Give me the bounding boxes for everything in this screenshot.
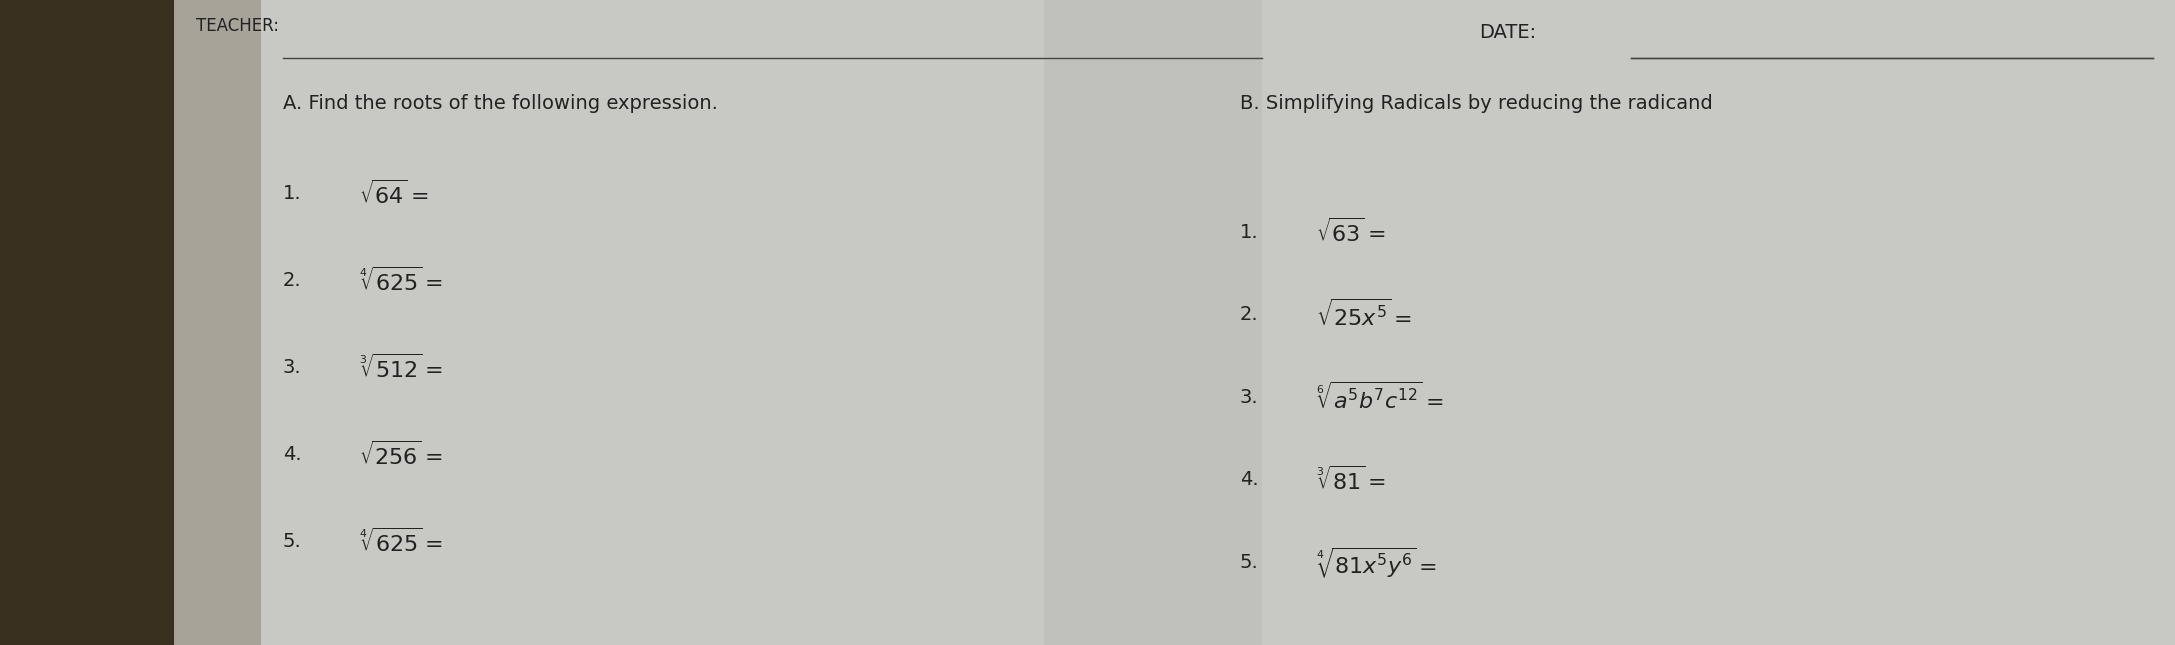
Text: 5.: 5.: [1240, 553, 1259, 572]
Bar: [0, 0, 174, 645]
Text: $\sqrt[3]{81} =$: $\sqrt[3]{81} =$: [1316, 466, 1385, 494]
Text: 1.: 1.: [1240, 223, 1259, 242]
Text: 4.: 4.: [283, 445, 302, 464]
Text: 2.: 2.: [1240, 305, 1259, 324]
Text: TEACHER:: TEACHER:: [196, 17, 278, 35]
Text: $\sqrt[4]{625} =$: $\sqrt[4]{625} =$: [359, 528, 444, 556]
Text: $\sqrt[3]{512} =$: $\sqrt[3]{512} =$: [359, 353, 444, 382]
Text: $\sqrt[6]{a^5b^7c^{12}} =$: $\sqrt[6]{a^5b^7c^{12}} =$: [1316, 381, 1444, 413]
Bar: [1044, 0, 1262, 645]
Bar: [174, 0, 261, 645]
Text: DATE:: DATE:: [1479, 23, 1536, 42]
Text: $\sqrt{256} =$: $\sqrt{256} =$: [359, 441, 442, 469]
Text: $\sqrt[4]{81x^5y^6} =$: $\sqrt[4]{81x^5y^6} =$: [1316, 545, 1438, 580]
Text: $\sqrt{63} =$: $\sqrt{63} =$: [1316, 218, 1385, 246]
Text: 5.: 5.: [283, 532, 302, 551]
Text: 4.: 4.: [1240, 470, 1259, 490]
Text: 1.: 1.: [283, 184, 302, 203]
Text: B. Simplifying Radicals by reducing the radicand: B. Simplifying Radicals by reducing the …: [1240, 94, 1712, 113]
Text: 3.: 3.: [1240, 388, 1259, 407]
Text: A. Find the roots of the following expression.: A. Find the roots of the following expre…: [283, 94, 718, 113]
Text: $\sqrt{25x^5} =$: $\sqrt{25x^5} =$: [1316, 299, 1412, 331]
Text: 3.: 3.: [283, 358, 302, 377]
Text: 2.: 2.: [283, 271, 302, 290]
Text: $\sqrt{64} =$: $\sqrt{64} =$: [359, 179, 428, 208]
Text: $\sqrt[4]{625} =$: $\sqrt[4]{625} =$: [359, 266, 444, 295]
